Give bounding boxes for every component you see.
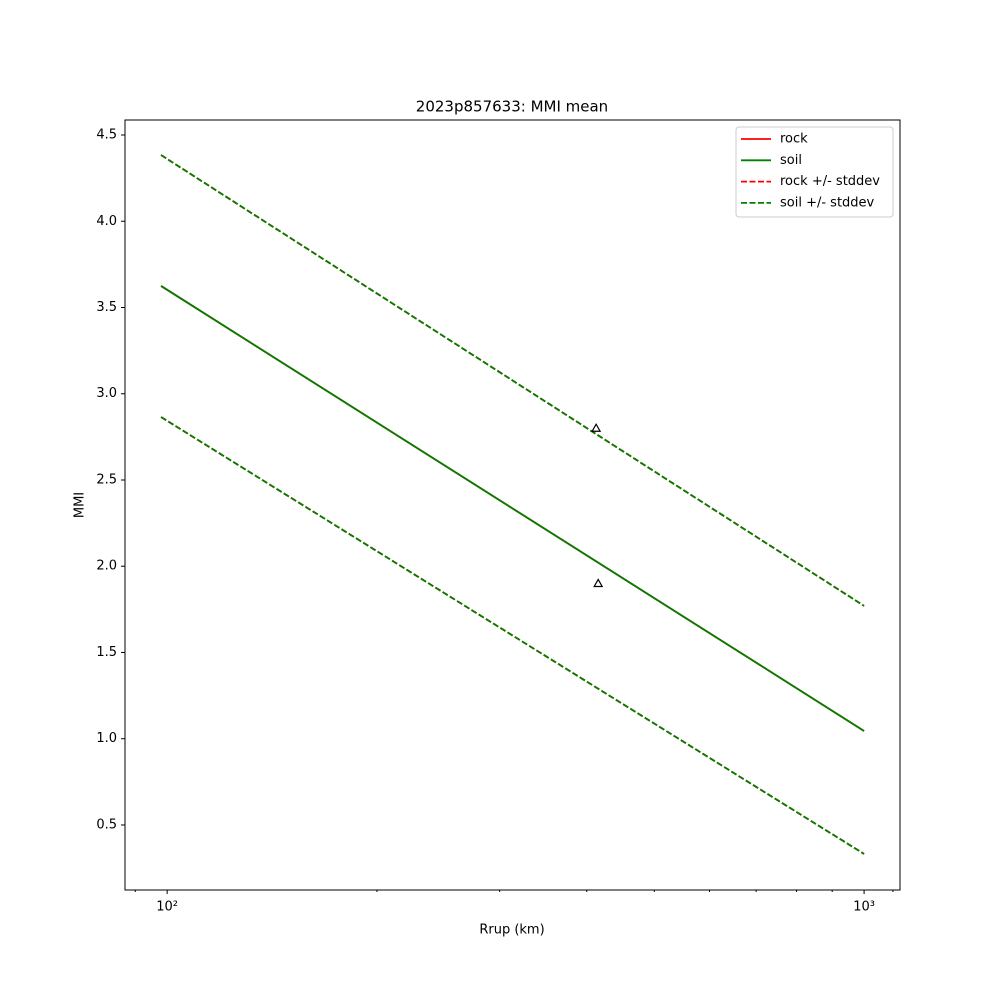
line bbox=[160, 285, 865, 732]
legend-box bbox=[735, 126, 894, 218]
y-tick-label: 2.0 bbox=[96, 559, 117, 574]
y-tick-label: 2.5 bbox=[96, 472, 117, 487]
legend-label: rock +/- stddev bbox=[780, 174, 880, 189]
x-tick-label: 10² bbox=[156, 900, 178, 915]
y-tick-label: 3.5 bbox=[96, 300, 117, 315]
line bbox=[160, 154, 865, 607]
x-tick-label: 10³ bbox=[853, 900, 875, 915]
y-tick-label: 0.5 bbox=[96, 817, 117, 832]
y-tick-label: 3.0 bbox=[96, 386, 117, 401]
y-tick-label: 4.5 bbox=[96, 128, 117, 143]
y-tick-label: 1.5 bbox=[96, 645, 117, 660]
x-axis-label: Rrup (km) bbox=[479, 923, 544, 938]
y-tick-label: 1.0 bbox=[96, 731, 117, 746]
observation-marker bbox=[593, 578, 604, 588]
legend-label: soil bbox=[780, 153, 802, 168]
legend-label: rock bbox=[780, 132, 808, 147]
y-axis-label: MMI bbox=[73, 492, 88, 518]
plot-frame bbox=[124, 119, 901, 891]
observation-marker bbox=[591, 423, 602, 432]
legend-label: soil +/- stddev bbox=[780, 195, 875, 210]
chart-title: 2023p857633: MMI mean bbox=[416, 98, 608, 116]
y-tick-label: 4.0 bbox=[96, 214, 117, 229]
line bbox=[160, 416, 865, 855]
